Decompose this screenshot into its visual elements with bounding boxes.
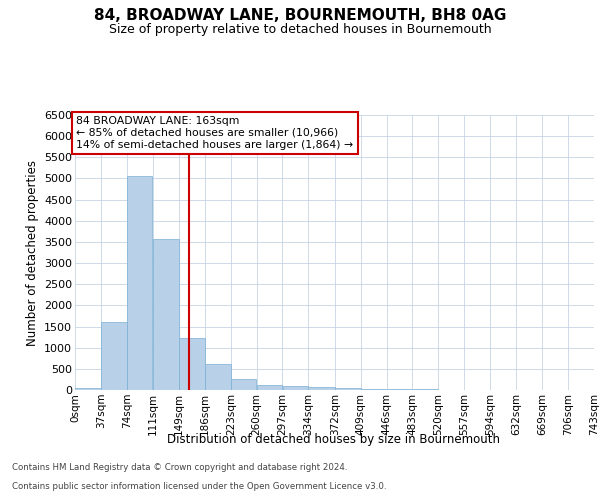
Text: Size of property relative to detached houses in Bournemouth: Size of property relative to detached ho…	[109, 22, 491, 36]
Bar	[231, 378, 256, 390]
Text: Contains public sector information licensed under the Open Government Licence v3: Contains public sector information licen…	[12, 482, 386, 491]
Bar	[205, 364, 230, 390]
Text: 84 BROADWAY LANE: 163sqm
← 85% of detached houses are smaller (10,966)
14% of se: 84 BROADWAY LANE: 163sqm ← 85% of detach…	[76, 116, 353, 150]
Bar	[101, 322, 127, 390]
Bar	[387, 389, 412, 390]
Text: 84, BROADWAY LANE, BOURNEMOUTH, BH8 0AG: 84, BROADWAY LANE, BOURNEMOUTH, BH8 0AG	[94, 8, 506, 22]
Text: Contains HM Land Registry data © Crown copyright and database right 2024.: Contains HM Land Registry data © Crown c…	[12, 464, 347, 472]
Bar	[127, 176, 152, 390]
Bar	[283, 386, 308, 390]
Bar	[179, 338, 205, 390]
Bar	[308, 387, 335, 390]
Bar	[75, 388, 101, 390]
Bar	[361, 388, 386, 390]
Text: Distribution of detached houses by size in Bournemouth: Distribution of detached houses by size …	[167, 432, 500, 446]
Bar	[257, 385, 282, 390]
Bar	[153, 238, 179, 390]
Y-axis label: Number of detached properties: Number of detached properties	[26, 160, 38, 346]
Bar	[335, 388, 361, 390]
